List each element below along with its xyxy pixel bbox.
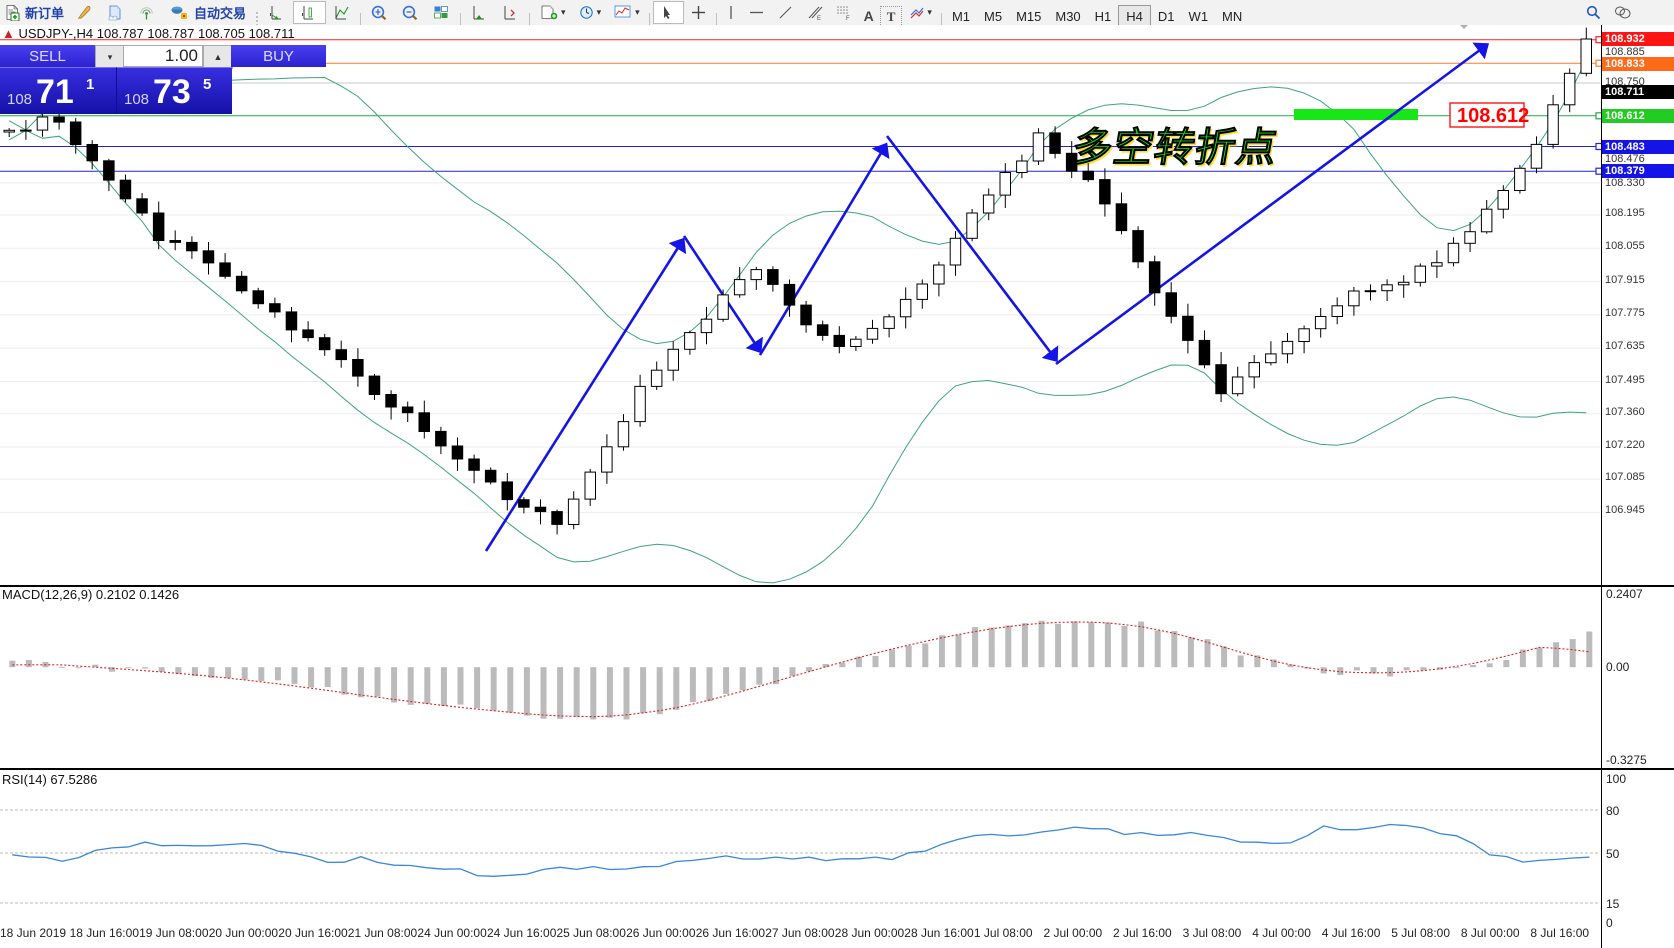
svg-text:E: E xyxy=(817,16,821,21)
svg-text:108.612: 108.612 xyxy=(1457,105,1529,127)
svg-text:F: F xyxy=(846,16,850,21)
svg-text:多空转折点: 多空转折点 xyxy=(1069,125,1282,170)
